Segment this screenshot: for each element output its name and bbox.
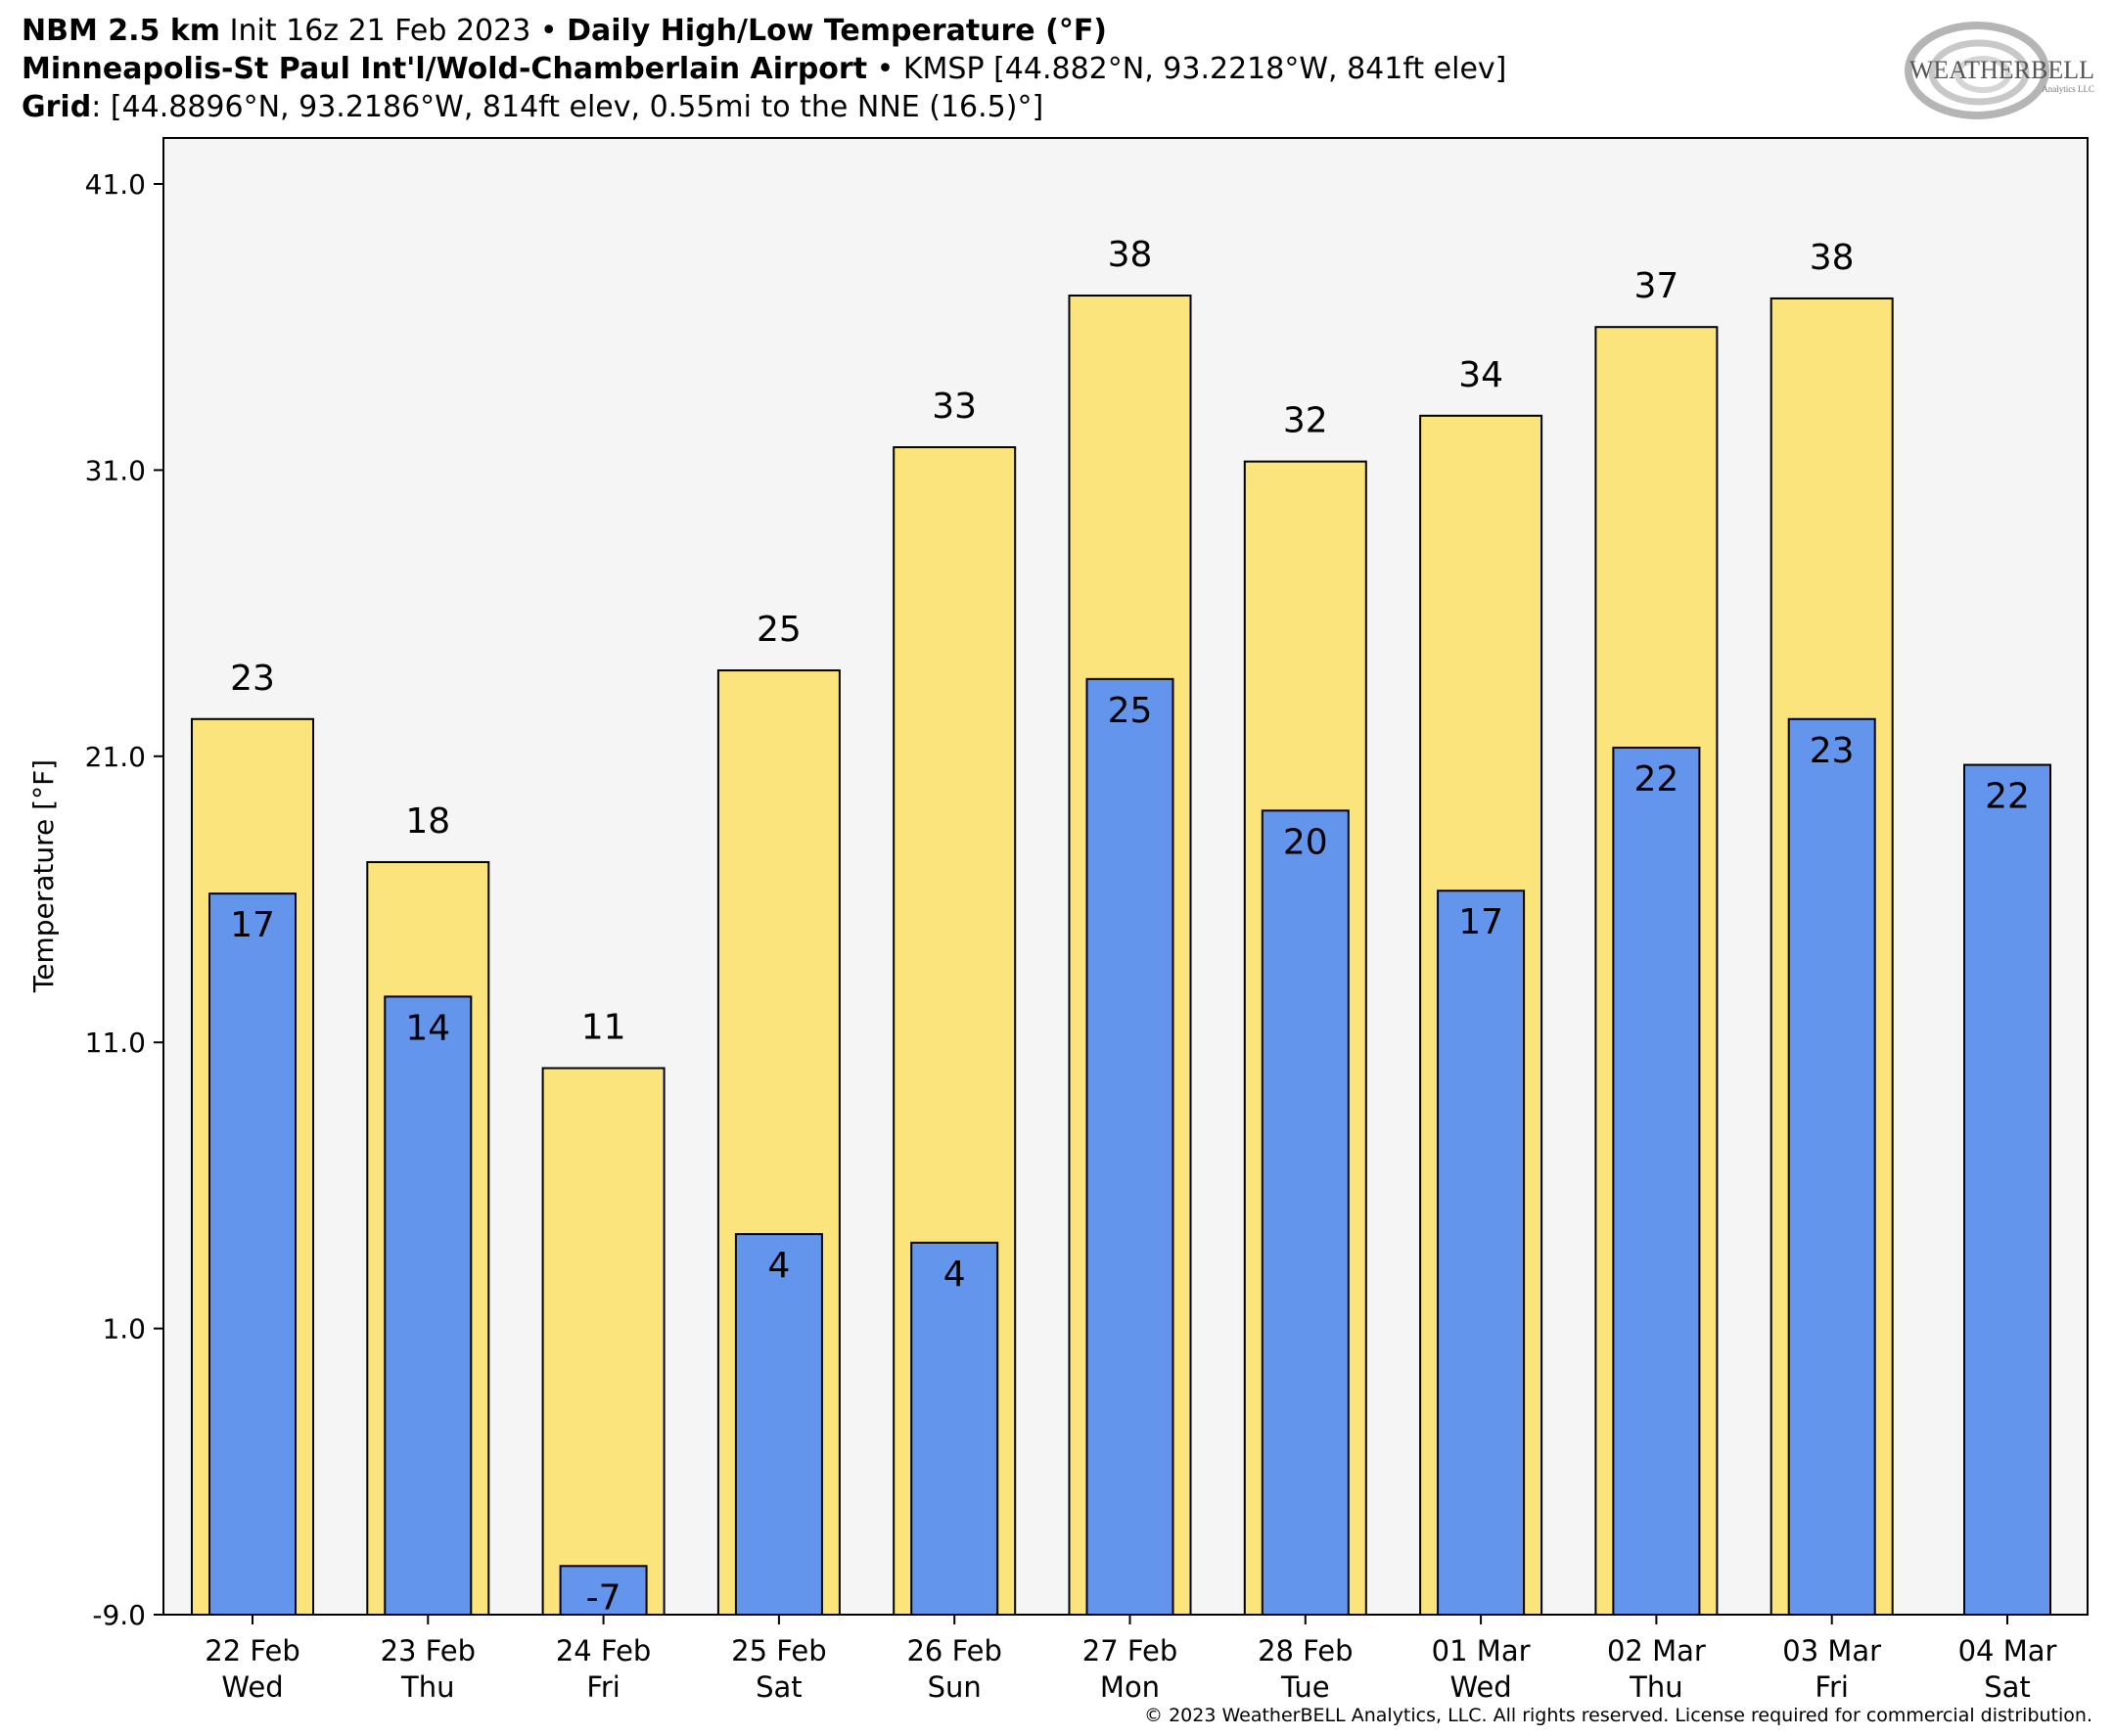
x-tick-weekday: Fri — [586, 1670, 620, 1704]
y-axis-label: Temperature [°F] — [27, 759, 60, 993]
high-temp-label: 38 — [1810, 238, 1855, 278]
y-tick-label: -9.0 — [92, 1599, 146, 1631]
product-name: Daily High/Low Temperature (°F) — [567, 14, 1108, 48]
title-separator: • — [539, 14, 558, 48]
x-tick-weekday: Sat — [1984, 1670, 2031, 1704]
x-tick-weekday: Wed — [1449, 1670, 1511, 1704]
x-tick-weekday: Mon — [1100, 1670, 1160, 1704]
high-temp-label: 25 — [757, 610, 802, 650]
low-temp-label: 22 — [1633, 759, 1678, 799]
low-temp-bar — [910, 1241, 999, 1616]
y-axis: 41.0 31.0 21.0 11.0 1.0 -9.0 — [85, 168, 163, 1631]
low-temp-label: 23 — [1810, 731, 1855, 771]
x-tick-date: 03 Mar — [1782, 1634, 1881, 1667]
low-temp-label: 22 — [1985, 777, 2030, 817]
x-tick-date: 28 Feb — [1258, 1634, 1353, 1667]
x-tick-date: 23 Feb — [381, 1634, 476, 1667]
chart-title-line-1: NBM 2.5 km Init 16z 21 Feb 2023 • Daily … — [22, 14, 1107, 48]
x-tick-date: 04 Mar — [1958, 1634, 2057, 1667]
init-time: Init 16z 21 Feb 2023 — [229, 14, 531, 48]
x-tick-date: 22 Feb — [205, 1634, 299, 1667]
x-tick-weekday: Thu — [1629, 1670, 1682, 1704]
low-temp-bar — [1437, 890, 1526, 1616]
high-temp-label: 38 — [1108, 235, 1153, 275]
x-tick-weekday: Thu — [400, 1670, 454, 1704]
x-tick-weekday: Wed — [221, 1670, 283, 1704]
low-temp-label: 20 — [1283, 822, 1328, 862]
y-tick-label: 31.0 — [85, 454, 146, 486]
station-separator: • — [876, 52, 895, 86]
high-temp-label: 37 — [1633, 266, 1678, 306]
y-tick-label: 21.0 — [85, 741, 146, 773]
chart-title-line-2: Minneapolis-St Paul Int'l/Wold-Chamberla… — [22, 52, 1506, 86]
high-temp-label: 23 — [230, 659, 275, 699]
high-temp-label: 18 — [405, 801, 450, 842]
high-temp-label: 11 — [581, 1008, 626, 1048]
model-name: NBM 2.5 km — [22, 14, 221, 48]
logo-subtext: Analytics LLC — [2042, 84, 2094, 94]
low-temp-bar — [1963, 763, 2051, 1616]
low-temp-label: 25 — [1108, 691, 1153, 731]
low-temp-bar — [384, 995, 473, 1616]
low-temp-bar — [1085, 677, 1174, 1616]
low-temp-label: 4 — [943, 1255, 966, 1295]
station-name: Minneapolis-St Paul Int'l/Wold-Chamberla… — [22, 52, 868, 86]
y-tick-label: 11.0 — [85, 1027, 146, 1059]
high-temp-label: 33 — [932, 387, 977, 427]
low-temp-bar — [208, 892, 297, 1616]
grid-info: : [44.8896°N, 93.2186°W, 814ft elev, 0.5… — [91, 90, 1044, 124]
logo-text: WEATHERBELL — [1909, 56, 2094, 84]
low-temp-bar — [734, 1233, 823, 1617]
x-tick-date: 02 Mar — [1607, 1634, 1706, 1667]
x-tick-weekday: Sun — [928, 1670, 982, 1704]
high-temp-label: 34 — [1458, 355, 1503, 395]
low-temp-label: 4 — [767, 1246, 790, 1286]
low-temp-bar — [1787, 717, 1876, 1616]
low-temp-label: 17 — [230, 905, 275, 945]
bars-layer: 23 18 11 25 33 38 32 34 37 38 17 14 -7 4 4 25 20 17 22 23 22 — [191, 235, 2051, 1618]
copyright-notice: © 2023 WeatherBELL Analytics, LLC. All r… — [1144, 1705, 2092, 1726]
x-tick-date: 27 Feb — [1082, 1634, 1177, 1667]
chart-title-line-3: Grid: [44.8896°N, 93.2186°W, 814ft elev,… — [22, 90, 1043, 124]
station-info: KMSP [44.882°N, 93.2218°W, 841ft elev] — [902, 52, 1507, 86]
weatherbell-logo: WEATHERBELL Analytics LLC — [1905, 22, 2094, 119]
low-temp-bar — [559, 1565, 648, 1616]
x-tick-date: 26 Feb — [906, 1634, 1001, 1667]
x-tick-date: 24 Feb — [556, 1634, 651, 1667]
low-temp-label: 14 — [405, 1008, 450, 1048]
low-temp-bar — [1261, 809, 1350, 1616]
x-tick-date: 01 Mar — [1432, 1634, 1531, 1667]
grid-label: Grid — [22, 90, 92, 124]
x-tick-weekday: Sat — [756, 1670, 803, 1704]
low-temp-label: -7 — [586, 1577, 621, 1618]
low-temp-label: 17 — [1458, 902, 1503, 942]
y-tick-label: 41.0 — [85, 168, 146, 201]
low-temp-bar — [1612, 747, 1701, 1616]
x-tick-weekday: Tue — [1280, 1670, 1330, 1704]
x-tick-date: 25 Feb — [731, 1634, 826, 1667]
x-tick-weekday: Fri — [1815, 1670, 1849, 1704]
high-temp-label: 32 — [1283, 401, 1328, 441]
high-temp-bar — [541, 1067, 666, 1616]
y-tick-label: 1.0 — [102, 1313, 146, 1346]
